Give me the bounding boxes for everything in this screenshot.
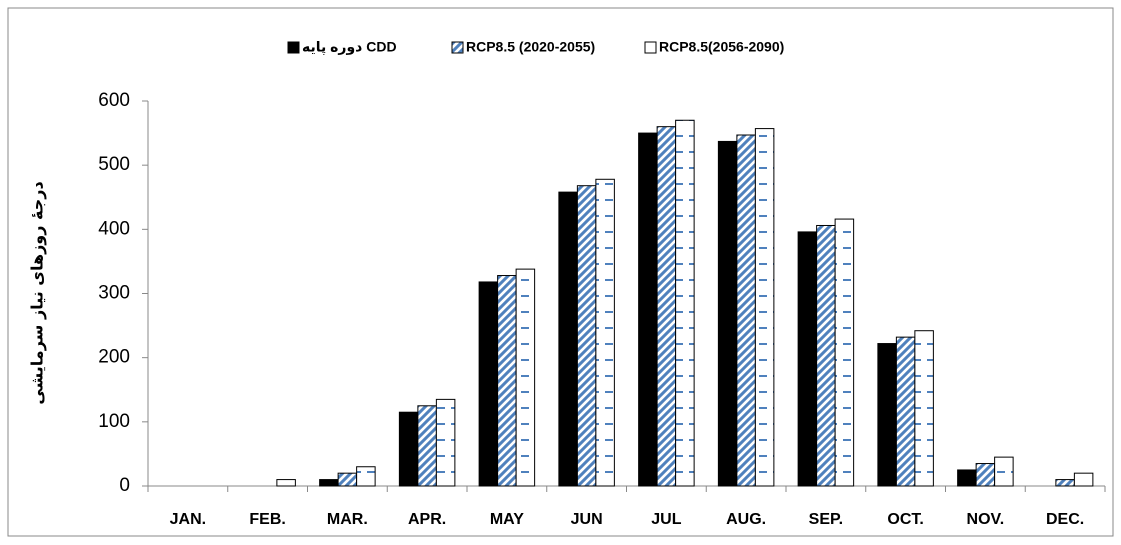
bar: [895, 336, 916, 487]
x-tick-label: MAY: [490, 511, 524, 528]
y-tick-label: 600: [98, 90, 130, 111]
x-tick-label: OCT.: [887, 511, 923, 528]
y-tick-label: 100: [98, 411, 130, 432]
x-tick-label: SEP.: [809, 511, 843, 528]
bar: [276, 479, 296, 487]
x-tick-label: AUG.: [726, 511, 766, 528]
bar: [816, 224, 836, 487]
bar: [975, 463, 996, 487]
legend-swatch: [287, 41, 300, 54]
bar: [435, 398, 456, 487]
legend-swatch: [644, 41, 657, 54]
bar: [1055, 479, 1075, 487]
x-tick-label: FEB.: [249, 511, 285, 528]
bar: [675, 119, 695, 487]
bar: [558, 191, 578, 487]
bar: [497, 275, 517, 487]
bar: [319, 479, 339, 487]
bar: [914, 330, 934, 487]
x-tick-label: MAR.: [327, 511, 368, 528]
bar: [717, 140, 738, 487]
y-tick-label: 300: [98, 283, 130, 304]
bar: [994, 456, 1014, 487]
bar: [797, 231, 818, 487]
x-tick-label: JUL: [651, 511, 681, 528]
bar: [478, 281, 499, 487]
bar: [638, 132, 658, 487]
x-tick-label: JAN.: [170, 511, 206, 528]
legend-swatch: [451, 41, 464, 54]
bar: [834, 218, 855, 487]
x-tick-label: DEC.: [1046, 511, 1084, 528]
y-tick-label: 200: [98, 347, 130, 368]
y-tick-label: 500: [98, 154, 130, 175]
bar: [877, 343, 897, 487]
legend-label: RCP8.5 (2020-2055): [466, 39, 595, 55]
bar: [957, 469, 977, 487]
x-tick-label: JUN: [571, 511, 603, 528]
legend-label: دوره پایه CDD: [302, 39, 397, 56]
bar: [1073, 472, 1094, 487]
legend-label: RCP8.5(2056-2090): [659, 39, 784, 55]
bar: [398, 411, 419, 487]
bar: [736, 134, 756, 487]
bar: [356, 466, 376, 487]
bar: [337, 472, 358, 487]
x-tick-label: APR.: [408, 511, 446, 528]
y-tick-label: 0: [119, 475, 130, 496]
bar: [595, 178, 615, 487]
y-tick-label: 400: [98, 218, 130, 239]
bar: [656, 126, 677, 487]
bar: [515, 268, 536, 487]
bar: [417, 405, 437, 487]
bar: [576, 185, 597, 487]
x-tick-label: NOV.: [967, 511, 1005, 528]
y-axis-label: درجهٔ روزهای نیاز سرمایشی: [28, 181, 47, 404]
bar: [754, 128, 775, 487]
